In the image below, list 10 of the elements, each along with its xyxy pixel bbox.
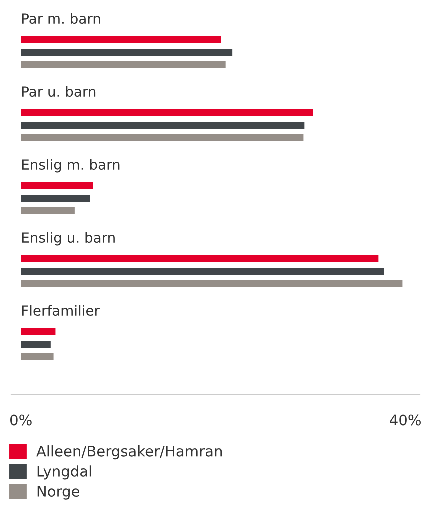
legend-label: Norge [38,486,80,500]
x-tick-label: 0% [10,414,32,426]
legend-label: Alleen/Bergsaker/Hamran [36,446,222,460]
legend-label: Lyngdal [38,466,92,480]
y-tick-label: Enslig m. barn [22,159,120,173]
y-tick-label: Par u. barn [22,86,96,98]
x-tick-label: 40% [390,414,421,426]
y-tick-label: Enslig u. barn [22,232,115,246]
y-tick-label: Par m. barn [22,13,100,24]
y-tick-label: Flerfamilier [22,305,100,316]
